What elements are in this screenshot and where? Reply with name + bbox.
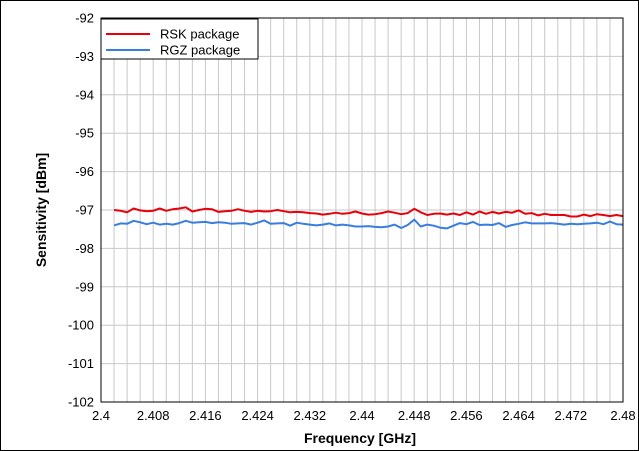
x-tick-label: 2.432 [294,408,327,423]
grid-lines [101,17,623,403]
series-lines [113,206,624,230]
y-tick-label: -96 [75,164,94,179]
y-tick-label: -101 [68,356,94,371]
y-tick-label: -98 [75,241,94,256]
legend: RSK package RGZ package [100,18,259,60]
y-tick-label: -95 [75,126,94,141]
legend-box [100,18,259,60]
x-tick-label: 2.408 [137,408,170,423]
y-tick-label: -94 [75,87,94,102]
x-tick-label: 2.48 [610,408,635,423]
y-tick-label: -92 [75,11,94,26]
y-axis-title: Sensitivity [dBm] [33,153,49,267]
x-tick-label: 2.448 [398,408,431,423]
rsk-package-line [113,206,624,218]
x-tick-label: 2.464 [502,408,535,423]
y-tick-label: -99 [75,279,94,294]
x-axis-title: Frequency [GHz] [304,430,416,446]
y-tick-label: -97 [75,203,94,218]
x-tick-label: 2.4 [92,408,110,423]
plot-area-border [100,17,624,403]
tick-labels: 2.4 2.408 2.416 2.424 2.432 2.44 2.448 2.456 2.4… [68,11,636,424]
y-tick-label: -102 [68,395,94,410]
y-tick-label: -100 [68,318,94,333]
rgz-package-line [113,218,624,230]
legend-label-rsk: RSK package [160,27,240,42]
x-tick-label: 2.472 [555,408,588,423]
x-tick-label: 2.456 [450,408,483,423]
x-tick-label: 2.44 [349,408,374,423]
y-tick-label: -93 [75,49,94,64]
x-tick-label: 2.424 [241,408,274,423]
x-tick-label: 2.416 [189,408,222,423]
legend-label-rgz: RGZ package [160,43,240,58]
